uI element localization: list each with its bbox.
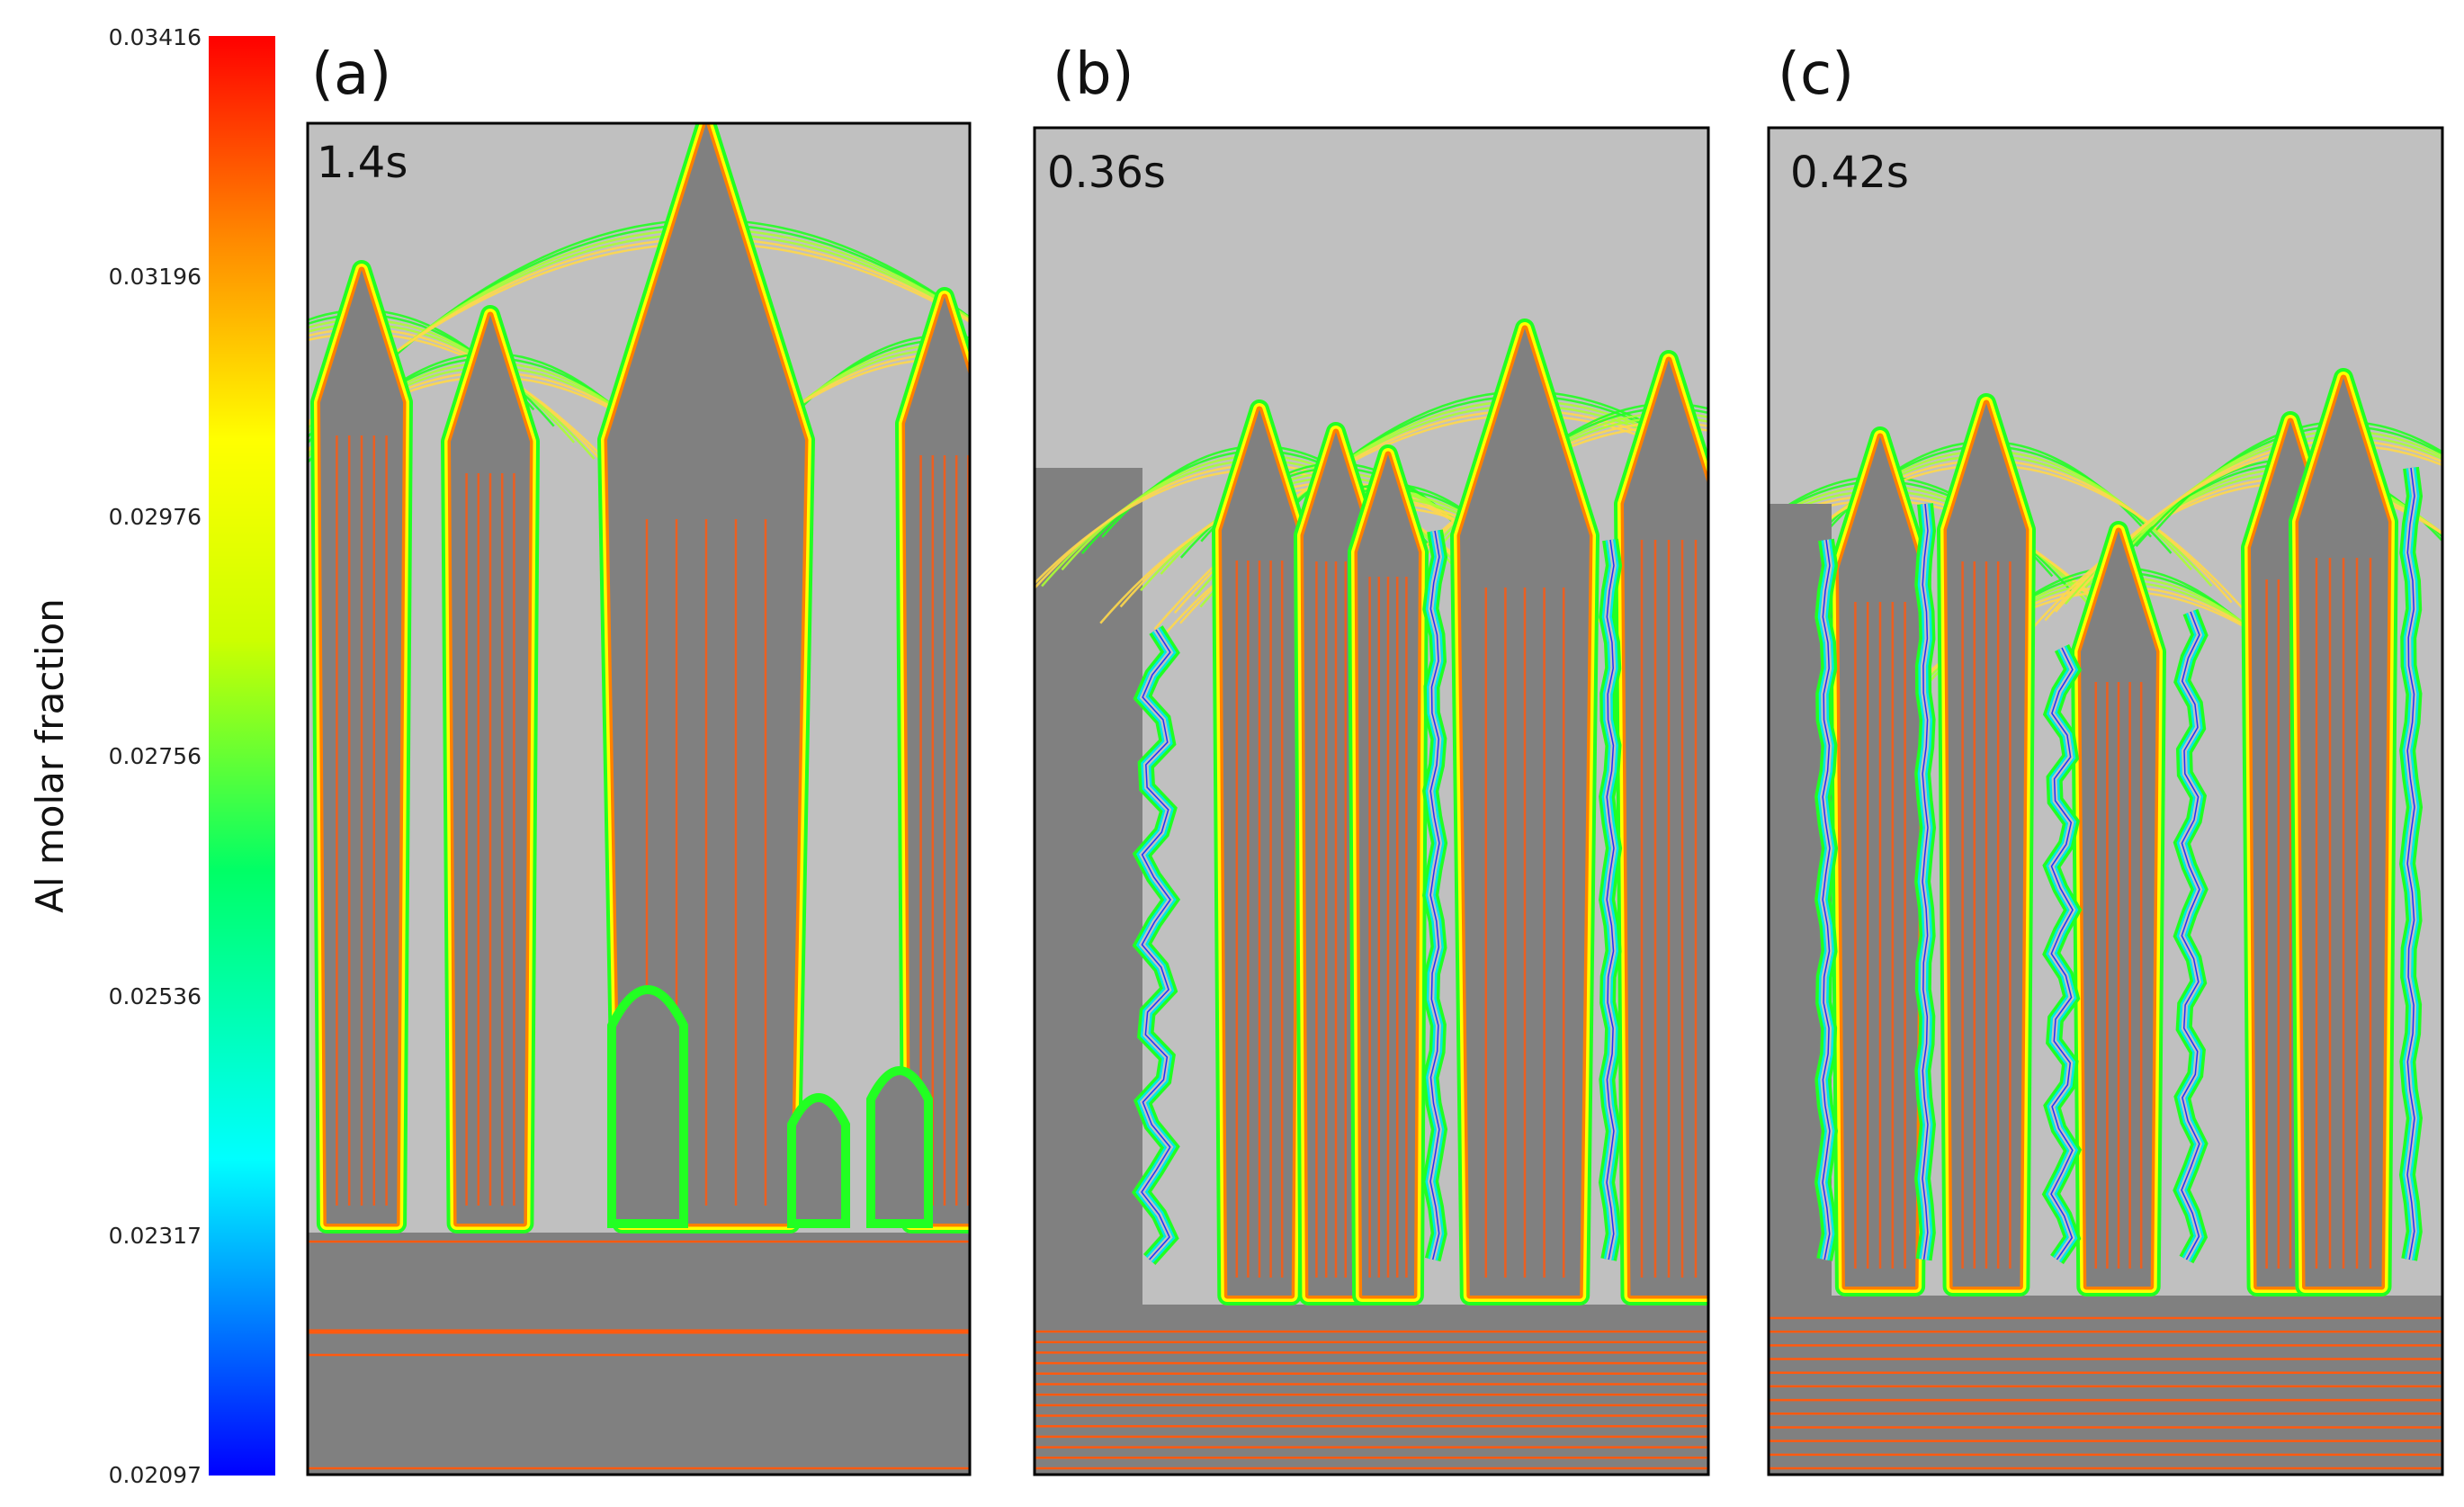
channel-vein	[1429, 530, 1440, 1260]
panel-c: (c) 0.42s	[1767, 41, 2444, 1476]
panel-c-contour-lines	[1769, 1316, 2442, 1470]
panel-a-frame	[306, 121, 972, 1476]
panel-b: (b) 0.36s	[1033, 41, 1710, 1476]
colorbar-tick: 0.03416	[109, 24, 202, 50]
colorbar-tick: 0.02976	[109, 504, 202, 530]
panel-a: (a) 1.4s	[306, 41, 972, 1476]
colorbar-tick: 0.02536	[109, 983, 202, 1009]
channel-vein	[2406, 467, 2415, 1260]
panel-a-solid-dendrites	[308, 123, 970, 1475]
panel-b-solid-dendrites	[1035, 318, 1708, 1475]
colorbar-tick: 0.02756	[109, 743, 202, 769]
solid-base	[308, 1233, 970, 1475]
channel-vein	[2181, 611, 2200, 1260]
colorbar-gradient	[209, 36, 275, 1476]
panel-c-frame	[1767, 126, 2444, 1476]
colorbar-tick: 0.03196	[109, 264, 202, 290]
channel-vein	[1141, 629, 1171, 1260]
panel-b-time: 0.36s	[1047, 148, 1166, 198]
colorbar-tick: 0.02317	[109, 1223, 202, 1249]
colorbar-tick: 0.02097	[109, 1462, 202, 1488]
secondary-arm	[607, 985, 688, 1228]
panel-label-b: (b)	[1053, 41, 1134, 108]
secondary-arm	[787, 1093, 850, 1228]
panel-a-contour-lines	[308, 1240, 970, 1470]
colorbar-title: Al molar fraction	[28, 598, 72, 913]
panel-b-frame	[1033, 126, 1710, 1476]
panel-c-solid-dendrites	[1769, 368, 2442, 1475]
solid-base	[1035, 1305, 1708, 1475]
channel-vein	[1922, 503, 1929, 1260]
channel-vein	[2050, 647, 2074, 1260]
solid-base	[1769, 1296, 2442, 1475]
dendrite-body	[1624, 360, 1708, 1296]
panel-b-contour-lines	[1035, 1330, 1708, 1470]
channel-vein	[1606, 539, 1615, 1260]
colorbar: 0.03416 0.03196 0.02976 0.02756 0.02536 …	[28, 24, 275, 1488]
panel-label-a: (a)	[311, 41, 391, 108]
solid-side	[1035, 468, 1142, 1314]
panel-label-c: (c)	[1778, 41, 1854, 108]
channel-vein	[1822, 539, 1831, 1260]
panel-c-time: 0.42s	[1790, 148, 1909, 198]
panel-a-time: 1.4s	[317, 138, 408, 188]
secondary-arm	[866, 1066, 933, 1228]
colorbar-ticks: 0.03416 0.03196 0.02976 0.02756 0.02536 …	[109, 24, 202, 1488]
